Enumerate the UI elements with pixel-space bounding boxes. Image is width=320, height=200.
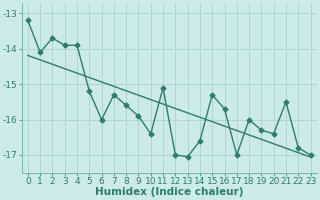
X-axis label: Humidex (Indice chaleur): Humidex (Indice chaleur) [95, 187, 244, 197]
